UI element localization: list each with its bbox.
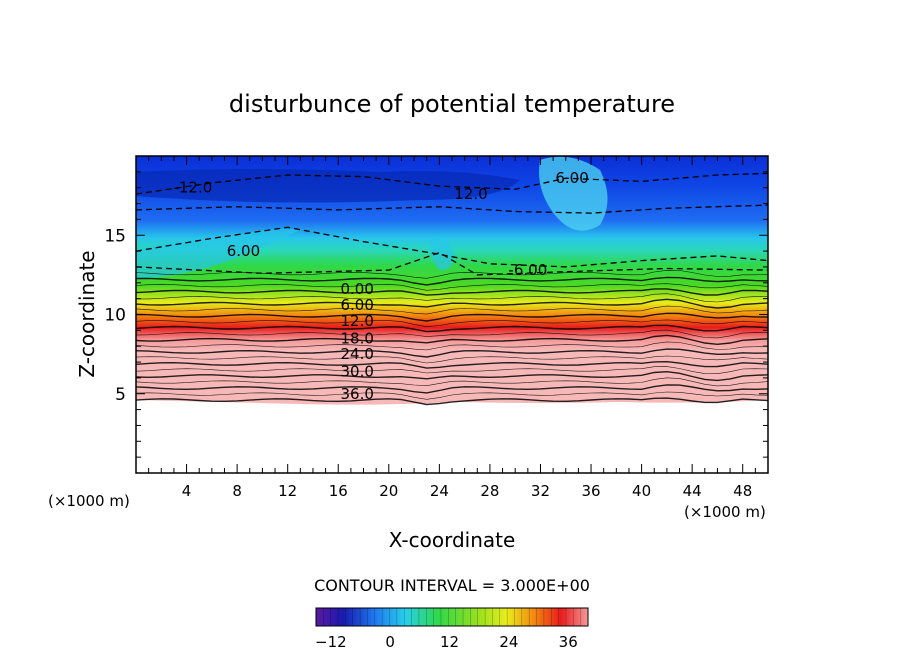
contour-line-negative (136, 172, 768, 195)
x-tick-label: 32 (531, 482, 550, 500)
contour-line (136, 366, 768, 375)
contour-label: 6.00 (340, 296, 373, 314)
contour-line (136, 305, 768, 315)
contour-interval-note: CONTOUR INTERVAL = 3.000E+00 (314, 576, 590, 595)
contour-line (136, 348, 768, 358)
y-axis-label: Z-coordinate (75, 250, 99, 377)
x-tick-label: 40 (632, 482, 651, 500)
y-tick-label: 15 (104, 226, 126, 246)
cyan-patch-left (136, 228, 300, 280)
contour-label: 18.0 (340, 329, 373, 347)
contour-line (136, 288, 768, 296)
contour-line (136, 283, 768, 291)
contour-line (136, 391, 768, 400)
colorbar-tick-label: 24 (499, 633, 518, 651)
x-unit-right: (×1000 m) (684, 503, 766, 521)
contour-line (136, 370, 768, 382)
y-tick-label: 10 (104, 306, 126, 326)
contour-line (136, 319, 768, 328)
contour-line (136, 341, 768, 351)
x-tick-label: 16 (329, 482, 348, 500)
x-tick-label: 24 (430, 482, 449, 500)
contour-label: -12.0 (173, 179, 212, 197)
colorbar (315, 607, 589, 627)
colorbar-tick-label: −12 (315, 633, 347, 651)
x-tick-label: 8 (232, 482, 242, 500)
y-axis: 5 10 15 (104, 171, 768, 458)
contour-line (136, 298, 768, 309)
x-tick-label: 20 (379, 482, 398, 500)
colorbar-ticks: −12 0 12 24 36 (315, 633, 578, 651)
colorbar-tick-label: 0 (385, 633, 395, 651)
contour-label: -6.00 (508, 261, 547, 279)
contour-line (136, 329, 768, 339)
dark-band-top (136, 169, 520, 203)
contour-line (136, 397, 768, 406)
contour-line (136, 334, 768, 346)
contour-label: 30.0 (340, 363, 373, 381)
contour-line (136, 355, 768, 364)
contour-line (136, 384, 768, 394)
x-axis: 4 8 12 16 20 24 28 32 36 40 44 48 (148, 156, 756, 500)
contour-line (136, 312, 768, 322)
x-tick-label: 36 (581, 482, 600, 500)
x-tick-label: 48 (733, 482, 752, 500)
plot-area (136, 156, 768, 406)
contour-line (136, 293, 768, 303)
x-tick-label: 12 (278, 482, 297, 500)
contour-line-negative (136, 251, 768, 276)
contour-line (136, 360, 768, 369)
contour-label: 12.0 (454, 185, 487, 203)
contour-line-negative (136, 226, 768, 268)
x-unit-left: (×1000 m) (48, 492, 130, 510)
contour-line (136, 276, 768, 286)
contour-lines (136, 172, 768, 406)
x-tick-label: 28 (480, 482, 499, 500)
contour-line (136, 324, 768, 333)
x-axis-label: X-coordinate (389, 528, 516, 552)
cyan-patch-center (429, 237, 455, 271)
contour-label: 0.00 (340, 280, 373, 298)
contour-label: 36.0 (340, 385, 373, 403)
chart-title: disturbunce of potential temperature (229, 90, 675, 118)
contour-line-negative (136, 204, 768, 214)
contour-label: 24.0 (340, 345, 373, 363)
contour-line (136, 377, 768, 387)
contour-label: 12.0 (340, 312, 373, 330)
contour-label-layer: -12.0 12.06.006.00-6.000.006.0012.018.024… (173, 169, 588, 403)
y-tick-label: 5 (115, 385, 126, 405)
x-tick-label: 4 (182, 482, 192, 500)
colorbar-tick-label: 12 (440, 633, 459, 651)
x-tick-label: 44 (683, 482, 702, 500)
colorbar-tick-label: 36 (559, 633, 578, 651)
contour-label: 6.00 (227, 242, 260, 260)
contour-label: 6.00 (555, 169, 588, 187)
colorbar-divisions (323, 608, 581, 626)
